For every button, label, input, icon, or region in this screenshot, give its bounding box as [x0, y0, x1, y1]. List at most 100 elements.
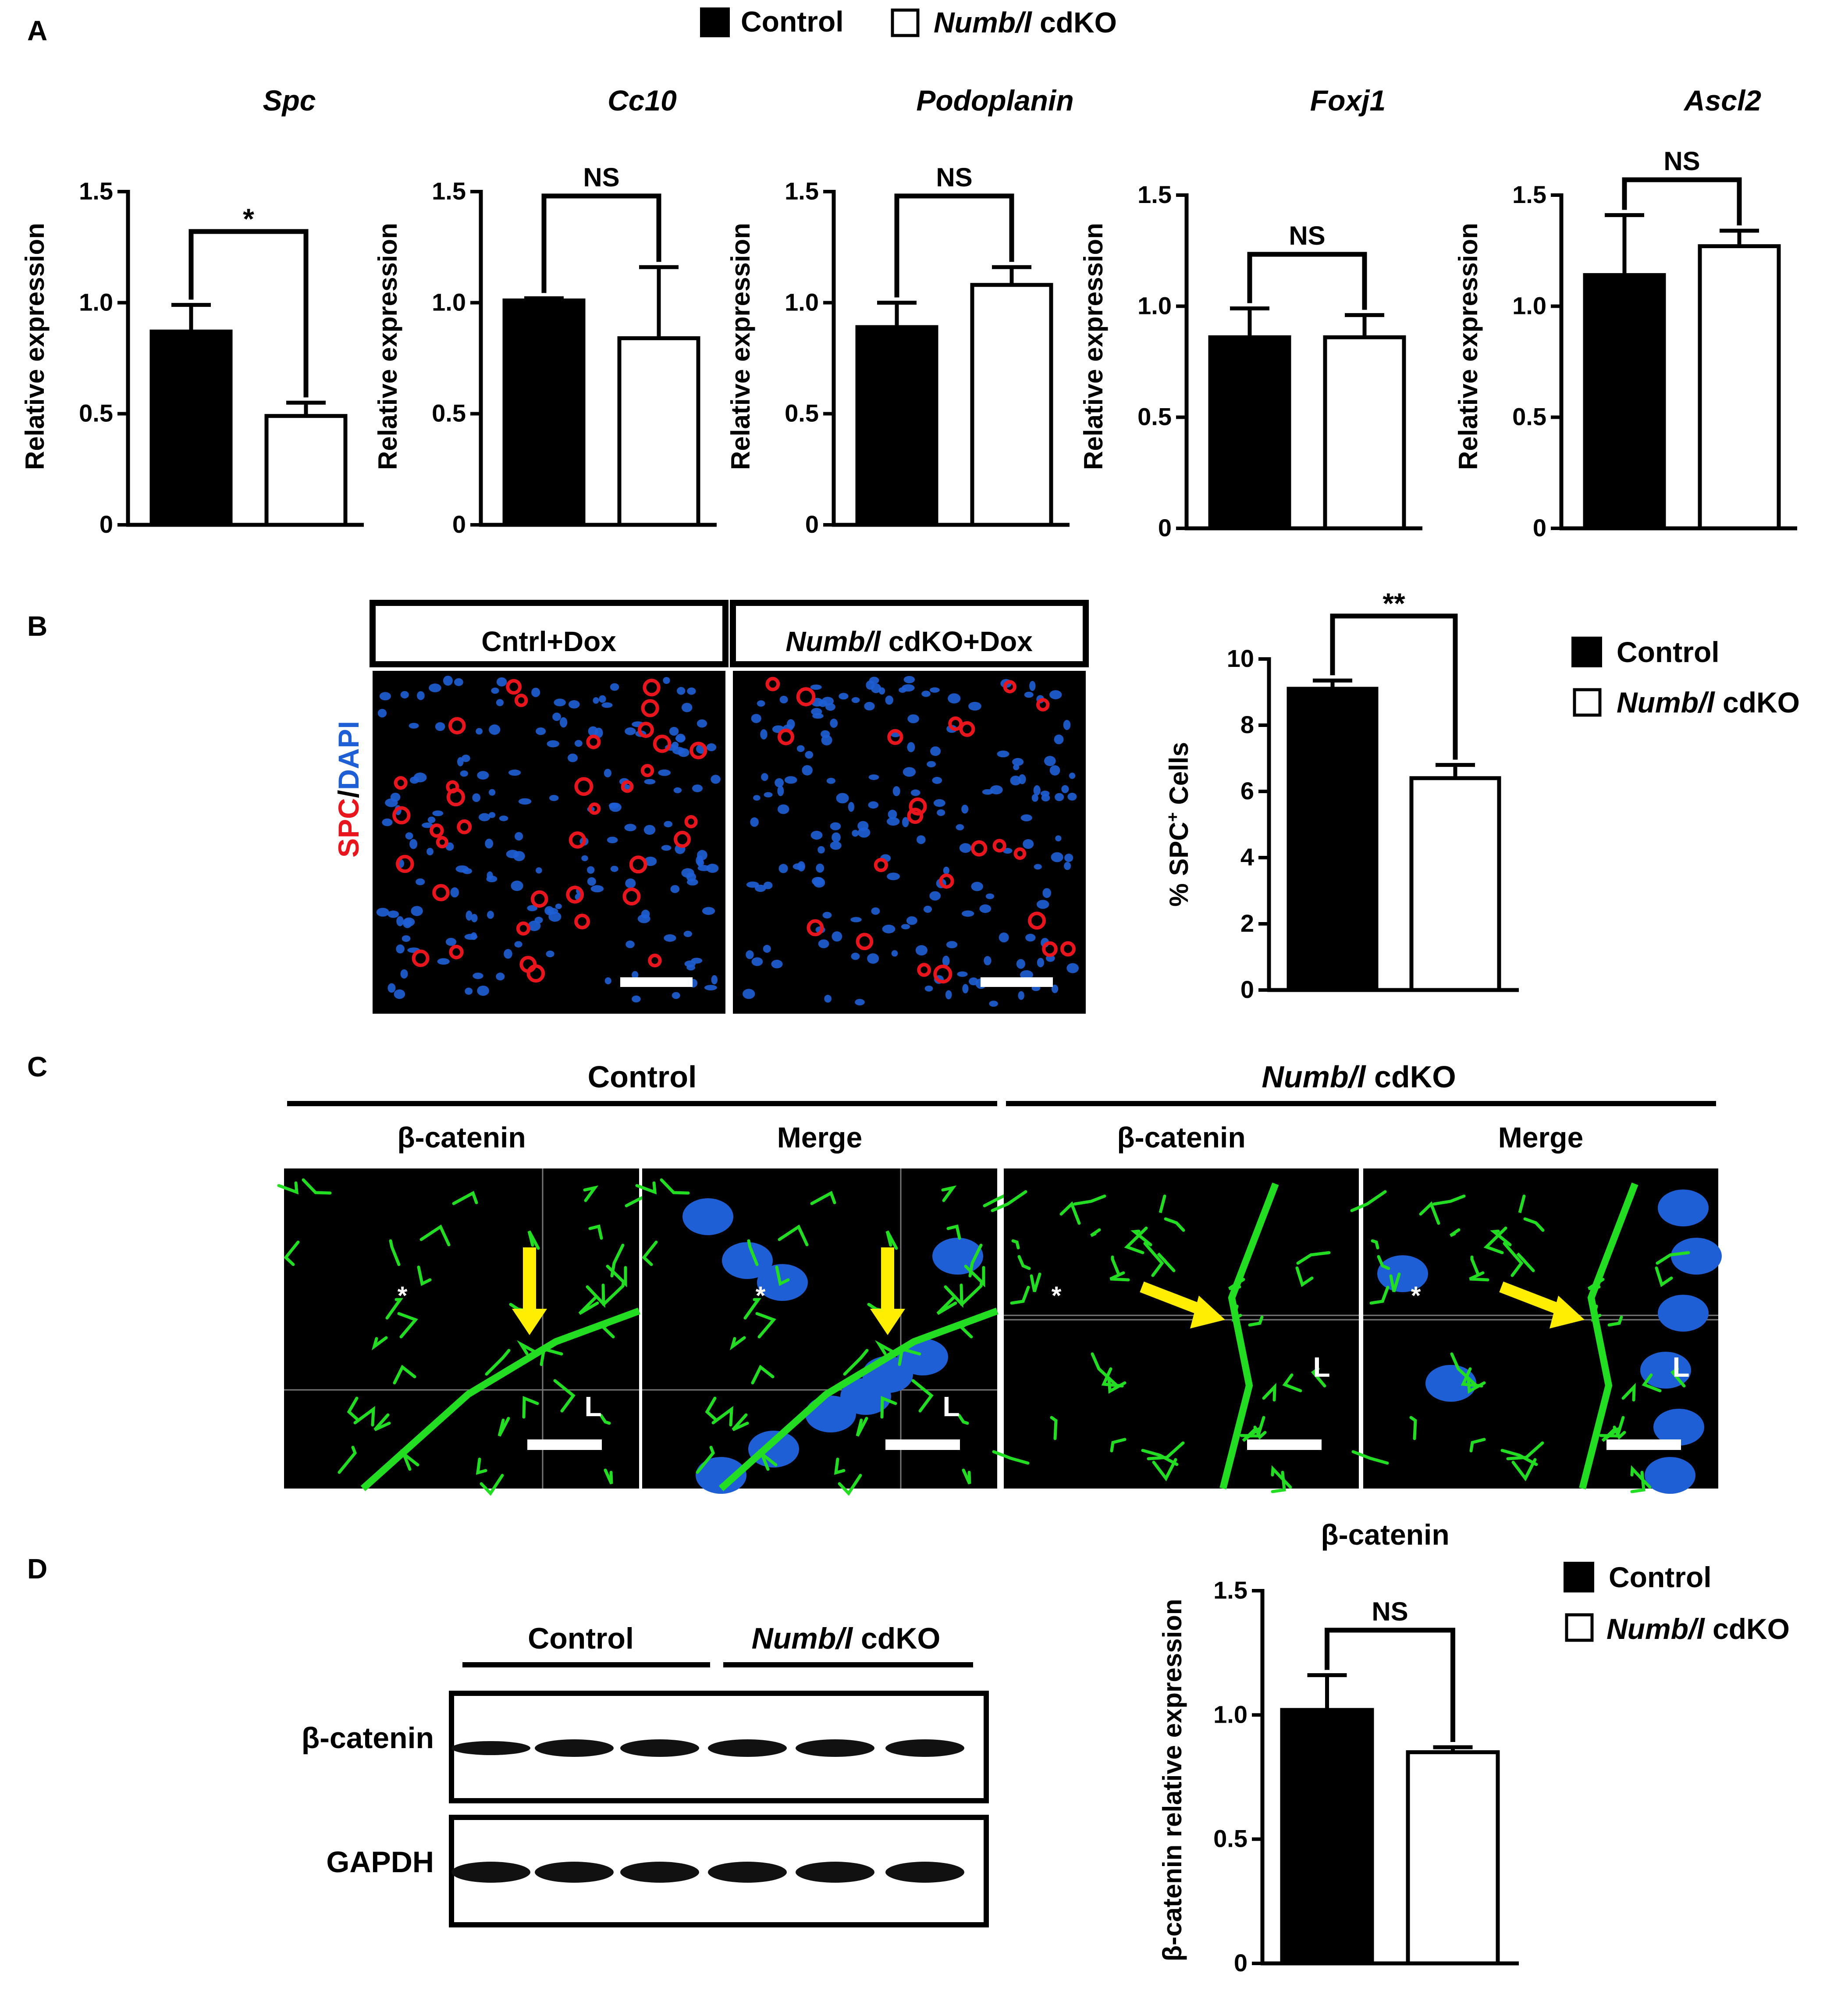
panel-c-group-header-cdko-rest: cdKO [1366, 1060, 1456, 1094]
panel-a-charts: 0 0.5 1.0 1.5 * Spc Relative expression 0 0.5 1.0… [20, 84, 1797, 541]
dapi-nucleus [826, 777, 835, 784]
dapi-nucleus [937, 809, 945, 816]
dapi-nucleus [552, 712, 561, 721]
legend-label-cdko: Numb/l cdKO [934, 6, 1117, 39]
dapi-nucleus [487, 911, 494, 919]
dapi-nucleus [504, 949, 512, 959]
dapi-nucleus [968, 702, 981, 711]
panel-c-lumen-label: L [584, 1391, 601, 1422]
dapi-nucleus [531, 687, 540, 697]
dapi-nucleus [802, 765, 813, 776]
dapi-nucleus [903, 676, 915, 684]
dapi-nucleus [778, 864, 788, 873]
panel-d-blot-band [885, 1862, 964, 1883]
dapi-nucleus [559, 717, 568, 728]
dapi-nucleus [906, 916, 917, 925]
dapi-nucleus [775, 778, 784, 787]
dapi-nucleus [625, 878, 636, 888]
dapi-nucleus [813, 877, 825, 888]
dapi-nucleus [396, 944, 405, 954]
dapi-nucleus [1051, 984, 1059, 994]
dapi-nucleus [916, 835, 926, 844]
panel-c-column-label: Merge [777, 1121, 862, 1154]
dapi-nucleus [892, 786, 900, 796]
dapi-nucleus [1016, 959, 1025, 969]
beta-catenin-signal [635, 1178, 1010, 1496]
panel-c-lumen-label: L [1672, 1351, 1689, 1383]
panel-c-column-label: β-catenin [1117, 1121, 1245, 1154]
dapi-nucleus [818, 939, 829, 948]
dapi-nucleus [979, 904, 992, 913]
panel-a-1-significance-label: * [243, 203, 254, 235]
panel-letter-c: C [27, 1051, 47, 1083]
dapi-nucleus [821, 735, 832, 746]
panel-a-3-tick-label: 1.5 [785, 177, 819, 205]
dapi-nucleus [610, 866, 618, 872]
dapi-nucleus [962, 984, 969, 994]
panel-d-blot-band [535, 1862, 614, 1883]
dapi-nucleus [673, 787, 682, 794]
dapi-nucleus [426, 848, 434, 855]
dapi-nucleus [518, 798, 532, 805]
panel-letter-a: A [27, 15, 47, 46]
dapi-nucleus [888, 809, 897, 819]
dapi-nucleus [687, 687, 696, 695]
spc-positive-cell [412, 949, 430, 967]
dapi-nucleus [760, 729, 768, 740]
dapi-nucleus [488, 789, 496, 796]
dapi-nucleus [750, 817, 759, 827]
dapi-nucleus [554, 698, 566, 706]
dapi-nucleus [1067, 793, 1077, 801]
panel-b-legend-cdko-rest: cdKO [1715, 686, 1800, 719]
dapi-nucleus [437, 958, 450, 965]
spc-positive-cell [1013, 847, 1027, 860]
panel-a-1-bar-cdko [264, 414, 348, 527]
dapi-nucleus [822, 912, 832, 919]
spc-positive-cell [939, 873, 954, 889]
spc-positive-cell [530, 890, 548, 908]
spc-positive-cell [392, 806, 411, 825]
dapi-nucleus [924, 985, 933, 992]
dapi-nucleus [832, 832, 841, 843]
panel-a-4-ylabel: Relative expression [1079, 223, 1108, 470]
dapi-nucleus [548, 912, 562, 922]
dapi-nucleus [1041, 794, 1050, 801]
dapi-nucleus [691, 958, 703, 964]
spc-positive-cell [1060, 941, 1076, 957]
panel-a-5-tick-label: 0 [1533, 514, 1546, 541]
panel-b-image-title: Cntrl+Dox [481, 626, 616, 657]
dapi-nucleus [771, 960, 783, 969]
dapi-nucleus [382, 818, 393, 826]
panel-d-tick-label: 0.5 [1213, 1825, 1247, 1852]
panel-b-image-title-rest: Cntrl+Dox [481, 626, 616, 657]
dapi-nucleus [921, 691, 931, 697]
dapi-nucleus [462, 868, 473, 874]
panel-c-micrographs: Control Numb/l cdKO β-catenin Merge β-cateni… [277, 1060, 1722, 1496]
panel-a-1-significance-bracket [188, 229, 309, 398]
dapi-nucleus [546, 950, 554, 958]
dapi-nucleus [515, 832, 523, 841]
dapi-nucleus [593, 697, 599, 704]
dapi-nucleus [669, 727, 679, 736]
panel-b-micrographs: Cntrl+Dox Numb/l cdKO+Dox SPC/DAPI [332, 600, 1089, 1014]
panel-b-legend-swatch-control [1571, 637, 1602, 667]
spc-positive-cell [971, 840, 988, 857]
spc-positive-cell [887, 729, 903, 745]
panel-b-tick-label: 4 [1240, 843, 1254, 871]
dapi-nucleus [871, 907, 880, 915]
panel-a-3-bar-control [855, 325, 938, 527]
dapi-nucleus [470, 932, 477, 940]
dapi-nucleus [586, 866, 595, 874]
dapi-nucleus [793, 863, 805, 870]
epithelial-lining [1579, 1183, 1638, 1489]
dapi-nucleus [416, 878, 425, 886]
panel-b-micrograph-1: Cntrl+Dox [370, 600, 729, 1014]
legend-label-control: Control [741, 5, 844, 38]
panel-b-tick-label: 2 [1240, 909, 1254, 937]
panel-c-asterisk: * [756, 1282, 766, 1310]
dapi-nucleus [1064, 862, 1071, 870]
stain-label-dapi: DAPI [332, 721, 365, 790]
dapi-nucleus [907, 714, 919, 723]
spc-positive-cell [909, 797, 927, 816]
panel-b-ylabel: % SPC+ Cells [1164, 742, 1194, 907]
